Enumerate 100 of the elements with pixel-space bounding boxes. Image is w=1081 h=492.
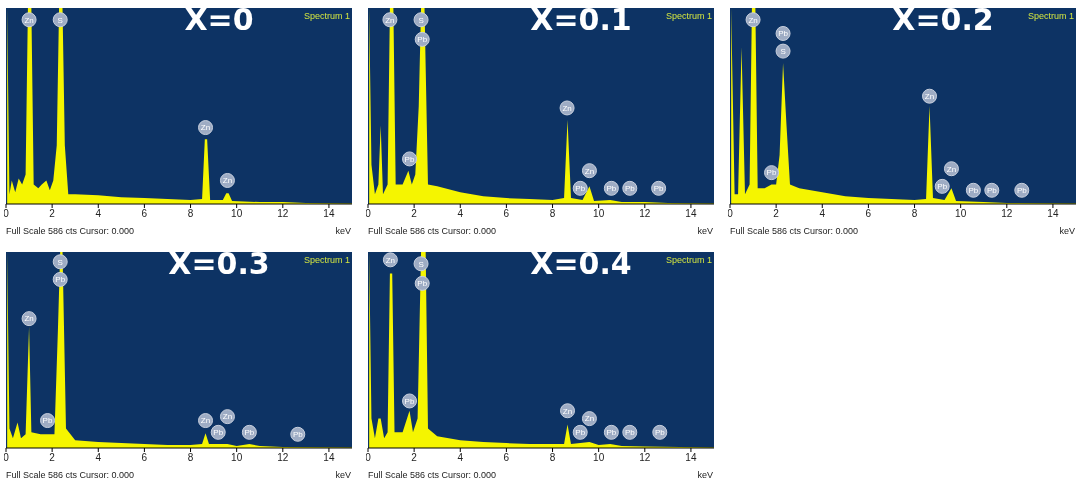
annotation: Zn: [924, 92, 935, 102]
annotation: Pb: [292, 430, 304, 440]
x-tick-label: 12: [639, 208, 651, 220]
x-tick-label: 2: [49, 452, 56, 464]
annotation: Pb: [55, 275, 66, 285]
annotation: Zn: [222, 176, 233, 186]
x-tick-label: 2: [773, 208, 780, 220]
x-tick-label: 4: [457, 208, 464, 220]
chart-title: X=0.1: [530, 2, 632, 37]
annotation: Pb: [404, 396, 415, 406]
x-tick-label: 8: [911, 208, 918, 220]
x-tick-label: 0: [365, 208, 372, 220]
x-axis-title: keV: [697, 226, 713, 236]
chart-title: X=0.4: [530, 246, 632, 281]
text: Full Scale 586 cts Cursor: 0.000: [368, 226, 497, 236]
x-tick-label: 2: [411, 208, 418, 220]
x-tick-label: 4: [95, 452, 102, 464]
x-tick-label: 10: [231, 208, 243, 220]
x-tick-label: 6: [141, 452, 148, 464]
annotation: Pb: [968, 186, 979, 196]
x-tick-label: 14: [1047, 208, 1059, 220]
annotation: S: [57, 15, 63, 25]
annotation: Pb: [778, 29, 789, 39]
annotation: S: [418, 15, 424, 25]
x-tick-label: 10: [593, 208, 605, 220]
x-tick-label: 10: [231, 452, 243, 464]
x-tick-label: 14: [323, 452, 335, 464]
x-tick-label: 8: [549, 208, 556, 220]
annotation: Pb: [986, 186, 998, 196]
annotation: Pb: [213, 428, 224, 438]
annotation: Pb: [606, 428, 617, 438]
annotation: Pb: [244, 428, 255, 438]
annotation: S: [418, 259, 424, 269]
x-tick-label: 2: [49, 208, 56, 220]
annotation: Pb: [42, 416, 53, 426]
annotation: Zn: [584, 166, 595, 176]
x-tick-label: 6: [503, 208, 510, 220]
chart-title: X=0: [184, 2, 254, 37]
annotation: Pb: [417, 279, 428, 289]
x-tick-label: 4: [457, 452, 464, 464]
x-tick-label: 8: [187, 452, 194, 464]
annotation: Pb: [624, 184, 636, 194]
annotation: Pb: [606, 184, 617, 194]
x-tick-label: 12: [639, 452, 651, 464]
x-axis-title: keV: [1059, 226, 1075, 236]
x-axis-title: keV: [335, 470, 351, 480]
annotation: Zn: [946, 164, 957, 174]
annotation: Zn: [748, 15, 758, 25]
annotation: Zn: [562, 406, 573, 416]
x-tick-label: 10: [593, 452, 605, 464]
annotation: Pb: [417, 35, 428, 45]
x-tick-label: 12: [277, 208, 289, 220]
annotation: Zn: [385, 15, 395, 25]
x-axis-title: keV: [697, 470, 713, 480]
annotation: Spectrum 1: [1027, 11, 1074, 21]
annotation: Zn: [385, 255, 396, 265]
annotation: S: [780, 46, 786, 56]
annotation: Zn: [200, 123, 211, 133]
annotation: Zn: [584, 414, 595, 424]
x-tick-label: 0: [365, 452, 372, 464]
annotation: Pb: [654, 428, 666, 438]
text: Full Scale 586 cts Cursor: 0.000: [6, 470, 135, 480]
x-tick-label: 6: [865, 208, 872, 220]
x-tick-label: 14: [685, 208, 697, 220]
x-tick-label: 14: [685, 452, 697, 464]
annotation: Zn: [24, 314, 34, 324]
annotation: Spectrum 1: [665, 11, 712, 21]
annotation: Pb: [575, 184, 586, 194]
x-tick-label: 4: [95, 208, 102, 220]
x-tick-label: 14: [323, 208, 335, 220]
x-tick-label: 8: [549, 452, 556, 464]
x-tick-label: 6: [141, 208, 148, 220]
x-tick-label: 0: [3, 208, 10, 220]
text: Full Scale 586 cts Cursor: 0.000: [730, 226, 859, 236]
x-tick-label: 4: [819, 208, 826, 220]
annotation: Pb: [404, 154, 415, 164]
x-tick-label: 10: [955, 208, 967, 220]
x-tick-label: 6: [503, 452, 510, 464]
x-tick-label: 12: [277, 452, 289, 464]
annotation: Pb: [653, 184, 665, 194]
text: Full Scale 586 cts Cursor: 0.000: [368, 470, 497, 480]
annotation: Zn: [222, 412, 233, 422]
annotation: Pb: [1016, 186, 1028, 196]
annotation: Pb: [575, 428, 586, 438]
annotation: Pb: [766, 168, 777, 178]
x-tick-label: 8: [187, 208, 194, 220]
annotation: S: [57, 257, 63, 267]
annotation: Spectrum 1: [303, 255, 350, 265]
annotation: Pb: [937, 182, 948, 192]
annotation: Zn: [24, 15, 34, 25]
annotation: Zn: [562, 103, 572, 113]
x-axis-title: keV: [335, 226, 351, 236]
annotation: Spectrum 1: [303, 11, 350, 21]
annotation: Spectrum 1: [665, 255, 712, 265]
x-tick-label: 0: [727, 208, 734, 220]
chart-title: X=0.2: [892, 2, 994, 37]
x-tick-label: 12: [1001, 208, 1013, 220]
annotation: Pb: [624, 428, 636, 438]
chart-title: X=0.3: [168, 246, 270, 281]
text: Full Scale 586 cts Cursor: 0.000: [6, 226, 135, 236]
